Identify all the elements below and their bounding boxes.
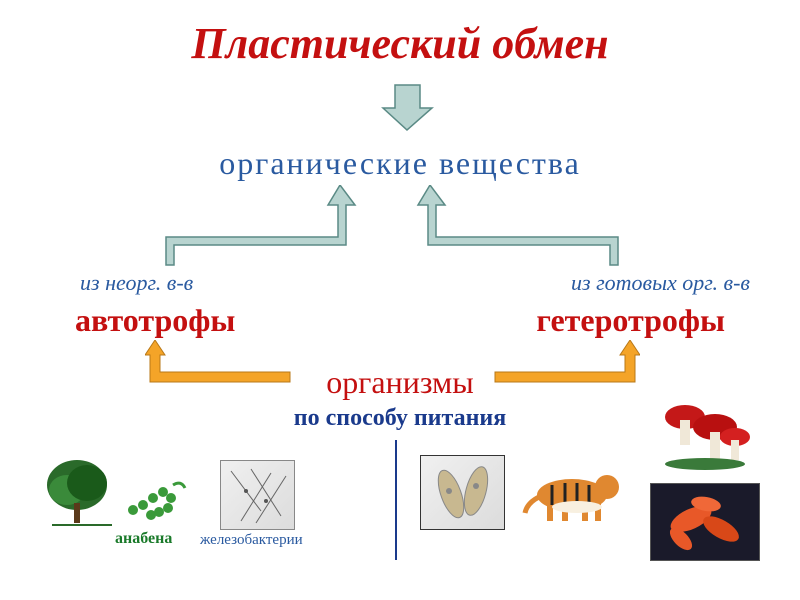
mushroom-image xyxy=(655,392,755,477)
organisms-label: организмы xyxy=(326,364,474,401)
organic-substances-label: органические вещества xyxy=(219,145,581,182)
anabena-image xyxy=(123,470,193,525)
iron-bacteria-image xyxy=(220,460,295,530)
main-title: Пластический обмен xyxy=(191,18,608,69)
tree-image xyxy=(42,455,117,530)
autotrophs-label: автотрофы xyxy=(75,302,235,339)
vertical-divider xyxy=(395,440,397,560)
anabena-caption: анабена xyxy=(115,530,172,548)
by-mode-label: по способу питания xyxy=(294,405,506,432)
iron-bacteria-caption: железобактерии xyxy=(200,532,303,549)
arrow-down-icon xyxy=(380,80,435,135)
from-inorganic-label: из неорг. в-в xyxy=(80,270,193,296)
tiger-image xyxy=(517,455,632,527)
paramecium-image xyxy=(420,455,505,530)
arrow-up-left-icon xyxy=(160,185,360,275)
arrow-left-up-icon xyxy=(145,340,295,395)
arrow-right-up-icon xyxy=(490,340,640,395)
bacteria-image xyxy=(650,483,760,561)
heterotrophs-label: гетеротрофы xyxy=(536,302,725,339)
from-ready-organic-label: из готовых орг. в-в xyxy=(571,270,750,296)
arrow-up-right-icon xyxy=(410,185,630,275)
